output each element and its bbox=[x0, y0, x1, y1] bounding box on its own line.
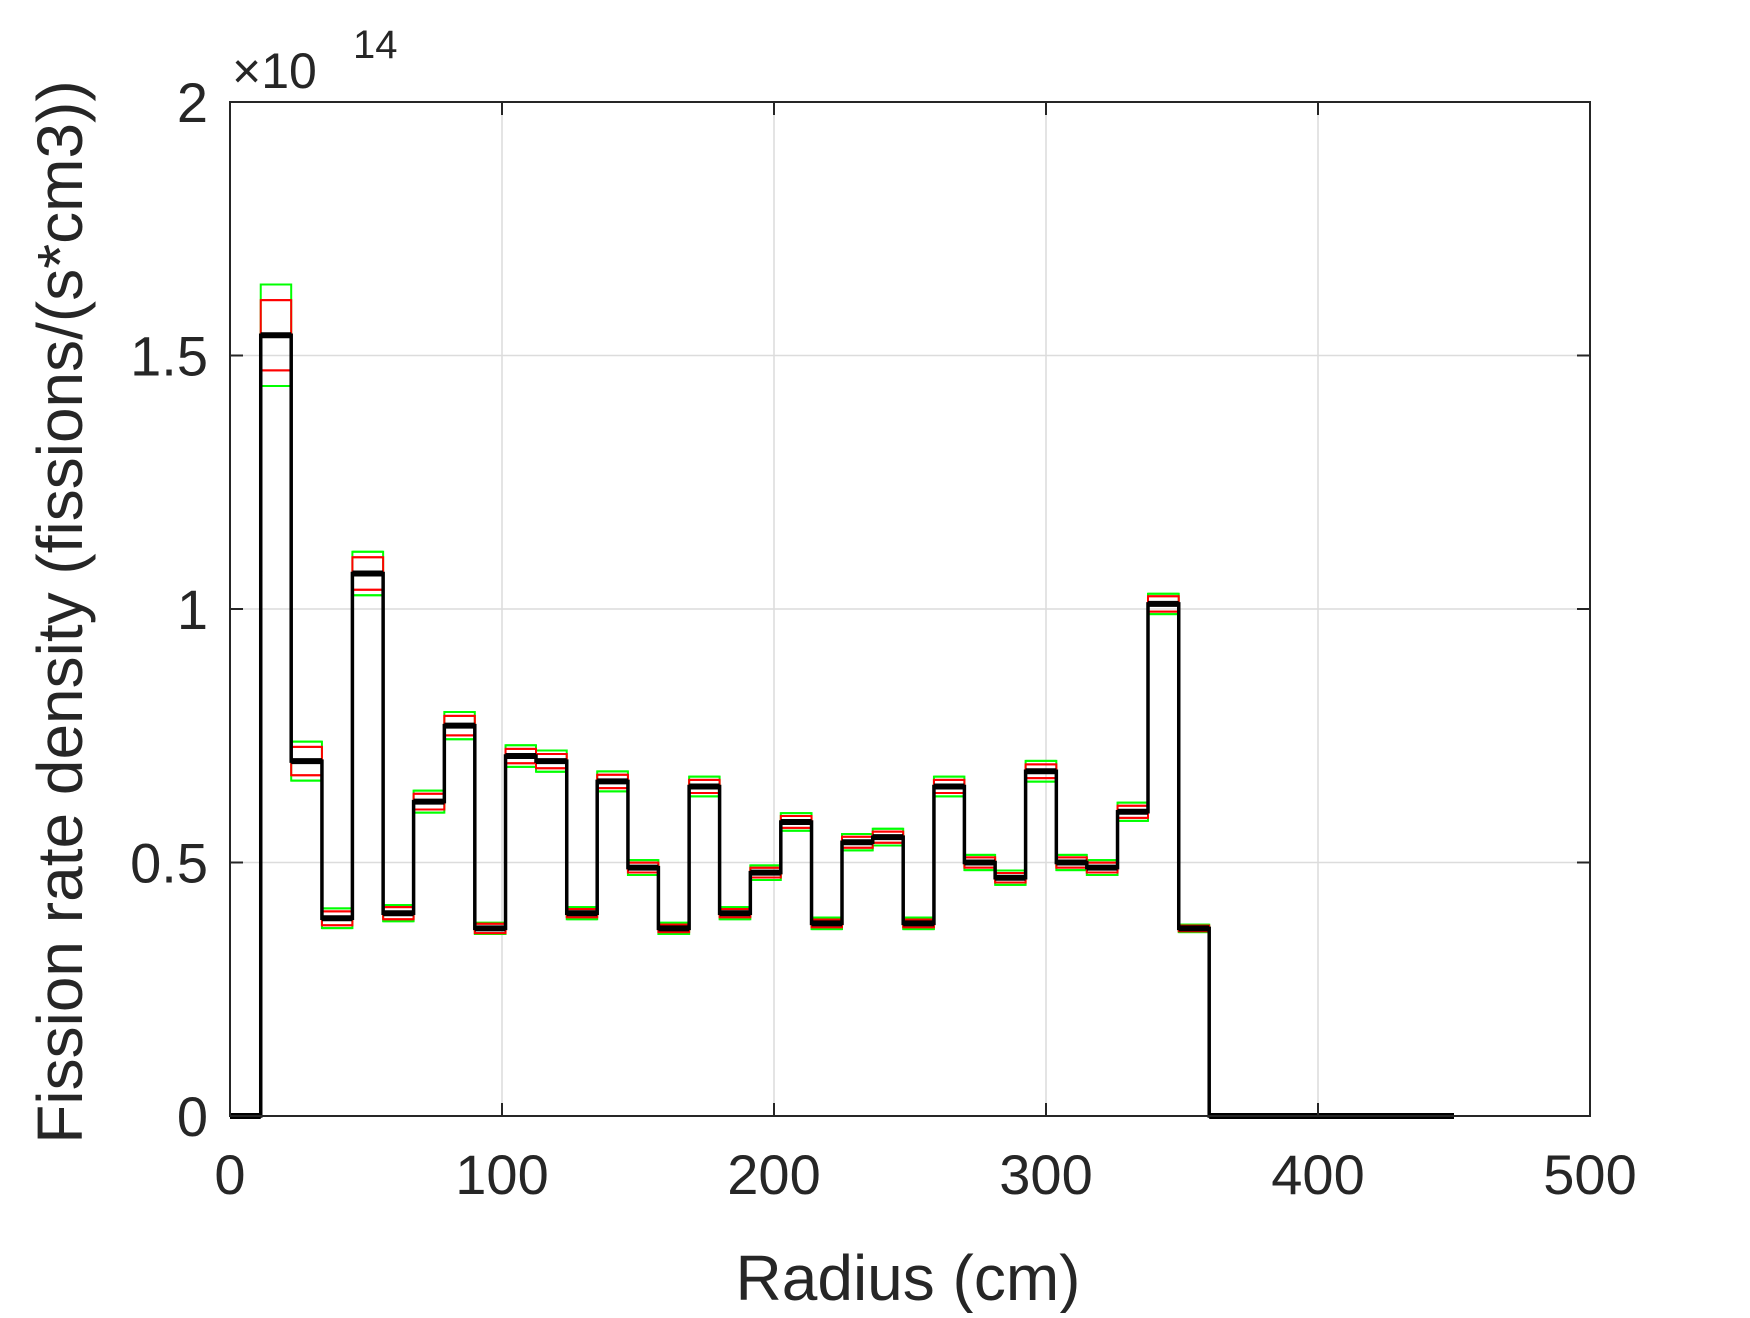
y-tick-label: 0 bbox=[177, 1085, 208, 1148]
error-band-upper-stairs bbox=[230, 283, 1454, 1117]
x-tick-label: 100 bbox=[455, 1143, 548, 1206]
error-band-lower-stairs bbox=[230, 369, 1454, 1117]
mean-stairs-line bbox=[230, 333, 1454, 1118]
exponent-label: ×10 14 bbox=[232, 23, 398, 99]
exponent-base: ×10 bbox=[232, 43, 317, 99]
x-tick-label: 0 bbox=[214, 1143, 245, 1206]
x-tick-label: 200 bbox=[727, 1143, 820, 1206]
y-tick-label: 2 bbox=[177, 71, 208, 134]
x-tick-label: 400 bbox=[1271, 1143, 1364, 1206]
grid-lines bbox=[230, 102, 1590, 1116]
exponent-power: 14 bbox=[353, 23, 398, 67]
tick-labels: 0 100 200 300 400 500 0 0.5 1 1.5 2 bbox=[130, 71, 1637, 1206]
y-tick-label: 1.5 bbox=[130, 325, 208, 388]
x-tick-label: 300 bbox=[999, 1143, 1092, 1206]
axes-box bbox=[229, 101, 1591, 1117]
error-bands bbox=[230, 283, 1454, 1117]
error-band-upper-stairs bbox=[230, 299, 1454, 1117]
error-band-lower-stairs bbox=[230, 384, 1454, 1117]
y-tick-label: 1 bbox=[177, 578, 208, 641]
y-tick-label: 0.5 bbox=[130, 832, 208, 895]
x-axis-label: Radius (cm) bbox=[736, 1242, 1081, 1313]
x-tick-label: 500 bbox=[1543, 1143, 1636, 1206]
y-axis-label: Fission rate density (fissions/(s*cm3)) bbox=[24, 80, 96, 1143]
